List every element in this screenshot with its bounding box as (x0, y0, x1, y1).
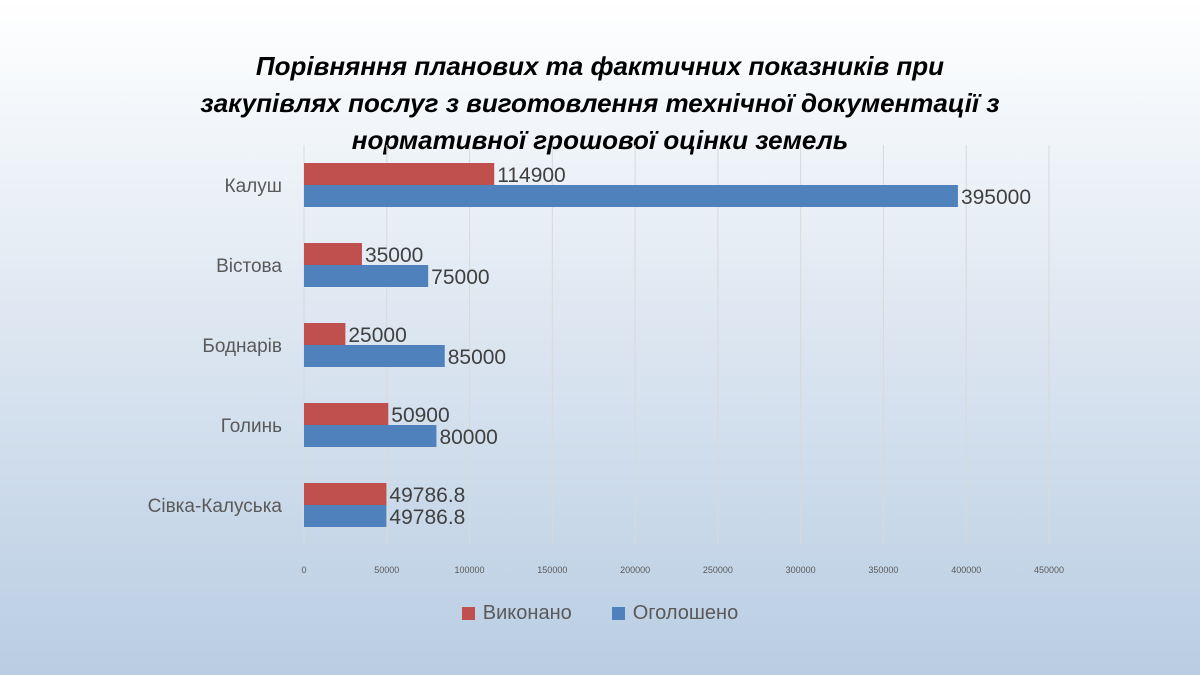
x-tick-label: 0 (301, 565, 306, 575)
bar (304, 265, 429, 287)
chart-title-line-3: нормативної грошової оцінки земель (351, 125, 849, 155)
x-tick-label: 50000 (374, 565, 399, 575)
bar (304, 243, 362, 265)
bar-chart: 0 50000 100000 150000 200000 250000 300000 3500… (148, 145, 1064, 575)
bar (304, 185, 958, 207)
bar (304, 425, 437, 447)
bar (304, 323, 346, 345)
legend-item-completed: Виконано (461, 602, 572, 625)
data-label: 80000 (439, 426, 497, 449)
legend-swatch-announced (611, 607, 625, 620)
bar (304, 163, 495, 185)
x-tick-label: 200000 (620, 565, 650, 575)
x-tick-label: 100000 (455, 565, 485, 575)
x-tick-label: 150000 (537, 565, 567, 575)
data-label: 49786.8 (389, 506, 465, 529)
data-label: 35000 (365, 244, 423, 267)
bar (304, 505, 387, 527)
data-label: 49786.8 (389, 484, 465, 507)
chart-title-line-2: закупівлях послуг з виготовлення технічн… (200, 88, 1000, 118)
legend-label-completed: Виконано (482, 602, 572, 624)
data-label: 25000 (348, 324, 406, 347)
legend-item-announced: Оголошено (611, 602, 739, 625)
data-label: 395000 (961, 186, 1031, 209)
legend-swatch-completed (461, 607, 475, 620)
bar (304, 483, 387, 505)
chart-title: Порівняння планових та фактичних показни… (150, 48, 1050, 159)
legend: Виконано Оголошено (0, 602, 1200, 625)
legend-label-announced: Оголошено (632, 602, 739, 624)
x-tick-label: 250000 (703, 565, 733, 575)
category-label: Сівка-Калуська (148, 496, 283, 517)
category-label: Голинь (221, 416, 282, 437)
category-label: Калуш (225, 176, 282, 197)
x-tick-label: 300000 (786, 565, 816, 575)
data-label: 85000 (448, 346, 506, 369)
data-label: 114900 (497, 164, 566, 187)
data-label: 75000 (431, 266, 489, 289)
chart-title-line-1: Порівняння планових та фактичних показни… (255, 51, 945, 81)
x-tick-label: 450000 (1034, 565, 1064, 575)
bar (304, 403, 389, 425)
x-tick-label: 350000 (868, 565, 898, 575)
category-label: Боднарів (202, 336, 282, 357)
bar (304, 345, 445, 367)
category-label: Вістова (216, 256, 282, 277)
data-label: 50900 (391, 404, 449, 427)
x-tick-label: 400000 (951, 565, 981, 575)
